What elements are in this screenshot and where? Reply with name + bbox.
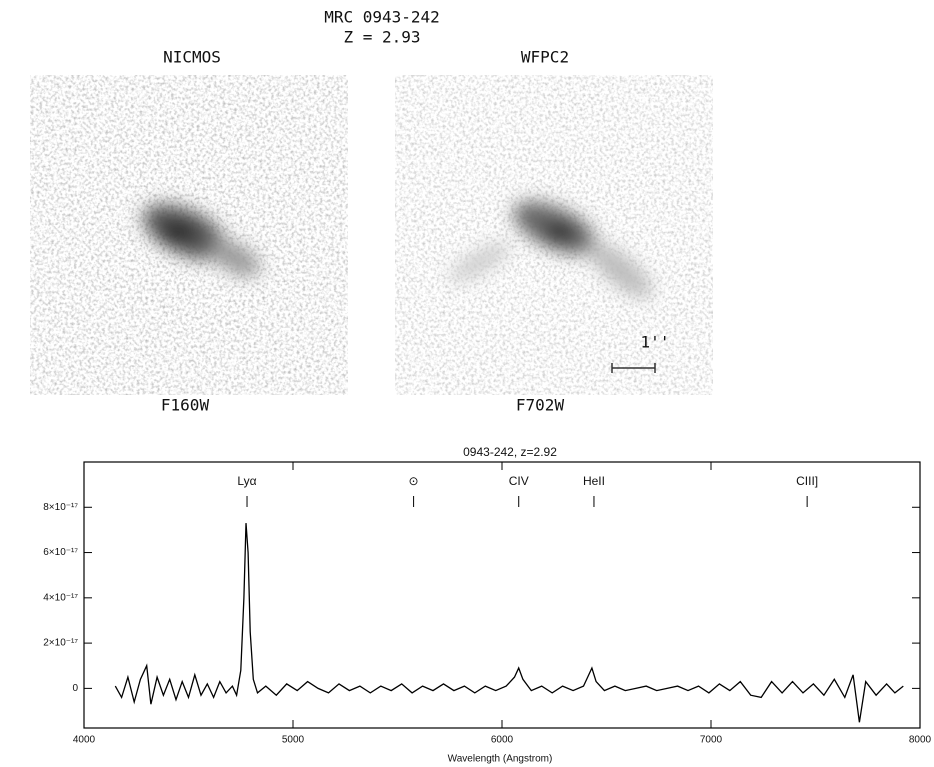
- filter: F702W: [516, 396, 565, 415]
- chart-title: 0943-242, z=2.92: [463, 445, 557, 459]
- title: MRC 0943-242: [324, 8, 440, 27]
- y-tick-label: 8×10⁻¹⁷: [43, 502, 78, 513]
- line-label: CIII]: [796, 474, 818, 488]
- line-label: Lyα: [237, 474, 256, 488]
- y-tick-label: 2×10⁻¹⁷: [43, 638, 78, 649]
- line-label: CIV: [509, 474, 529, 488]
- x-tick-label: 8000: [909, 735, 932, 746]
- x-tick-label: 6000: [491, 735, 514, 746]
- line-label: HeII: [583, 474, 605, 488]
- instrument: NICMOS: [163, 48, 221, 67]
- redshift: Z = 2.93: [343, 28, 420, 47]
- line-label: ⊙: [409, 474, 419, 488]
- x-tick-label: 4000: [73, 735, 96, 746]
- wfpc2-image: [395, 75, 713, 395]
- spectrum: [114, 523, 904, 723]
- filter: F160W: [161, 396, 210, 415]
- y-tick-label: 0: [72, 683, 78, 694]
- nicmos-image: [30, 75, 348, 395]
- x-tick-label: 5000: [282, 735, 305, 746]
- scale-label: 1'': [641, 333, 670, 352]
- x-axis-label: Wavelength (Angstrom): [448, 754, 553, 765]
- scale-bar: [611, 363, 656, 373]
- y-tick-label: 6×10⁻¹⁷: [43, 547, 78, 558]
- x-tick-label: 7000: [700, 735, 723, 746]
- instrument: WFPC2: [521, 48, 569, 67]
- y-tick-label: 4×10⁻¹⁷: [43, 592, 78, 603]
